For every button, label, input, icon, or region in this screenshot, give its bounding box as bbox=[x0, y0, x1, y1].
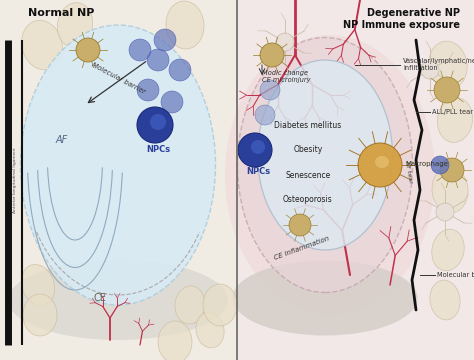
Circle shape bbox=[150, 114, 166, 130]
Circle shape bbox=[161, 91, 183, 113]
Circle shape bbox=[129, 39, 151, 61]
Ellipse shape bbox=[166, 1, 204, 49]
Text: Normal NP: Normal NP bbox=[28, 8, 94, 18]
Circle shape bbox=[276, 33, 294, 51]
Text: Osteoporosis: Osteoporosis bbox=[283, 195, 333, 204]
Circle shape bbox=[76, 38, 100, 62]
Text: AF: AF bbox=[56, 135, 68, 145]
Text: Modic change
CE microinjury: Modic change CE microinjury bbox=[262, 70, 310, 83]
Text: Degenerative NP
NP Immune exposure: Degenerative NP NP Immune exposure bbox=[343, 8, 460, 30]
Bar bbox=[237, 0, 474, 360]
Text: Obesity: Obesity bbox=[293, 145, 323, 154]
Circle shape bbox=[255, 105, 275, 125]
Ellipse shape bbox=[432, 167, 468, 213]
Circle shape bbox=[421, 61, 439, 79]
Ellipse shape bbox=[203, 284, 237, 326]
Ellipse shape bbox=[175, 286, 205, 324]
Ellipse shape bbox=[432, 229, 464, 271]
Ellipse shape bbox=[438, 98, 473, 143]
Ellipse shape bbox=[8, 260, 228, 340]
Text: Vascular/lymphatic/neural
infiltration: Vascular/lymphatic/neural infiltration bbox=[403, 58, 474, 71]
Ellipse shape bbox=[158, 321, 192, 360]
Ellipse shape bbox=[22, 20, 63, 70]
Circle shape bbox=[238, 133, 272, 167]
Circle shape bbox=[434, 77, 460, 103]
Text: ALL/PLL tear: ALL/PLL tear bbox=[432, 109, 473, 115]
Circle shape bbox=[440, 158, 464, 182]
Circle shape bbox=[431, 156, 449, 174]
Ellipse shape bbox=[20, 25, 216, 305]
Ellipse shape bbox=[196, 312, 224, 348]
Ellipse shape bbox=[375, 156, 389, 168]
Circle shape bbox=[260, 80, 280, 100]
Circle shape bbox=[147, 49, 169, 71]
Text: Molecular barrier: Molecular barrier bbox=[90, 61, 146, 95]
Circle shape bbox=[137, 107, 173, 143]
Circle shape bbox=[358, 143, 402, 187]
Ellipse shape bbox=[429, 41, 467, 89]
Ellipse shape bbox=[225, 35, 435, 315]
Ellipse shape bbox=[21, 265, 55, 306]
Circle shape bbox=[289, 214, 311, 236]
Ellipse shape bbox=[23, 294, 57, 336]
Text: Anterior longitudinal ligament: Anterior longitudinal ligament bbox=[13, 147, 17, 213]
Text: Molecular barrier failure: Molecular barrier failure bbox=[437, 272, 474, 278]
Text: Macrophage: Macrophage bbox=[405, 161, 448, 167]
Circle shape bbox=[154, 29, 176, 51]
Circle shape bbox=[251, 140, 265, 154]
Text: AF tear: AF tear bbox=[403, 160, 412, 184]
Text: CE inflammation: CE inflammation bbox=[273, 235, 330, 261]
Text: Senescence: Senescence bbox=[285, 171, 331, 180]
Ellipse shape bbox=[430, 280, 460, 320]
Circle shape bbox=[137, 79, 159, 101]
Ellipse shape bbox=[57, 3, 93, 48]
Ellipse shape bbox=[237, 37, 412, 292]
Text: CE: CE bbox=[93, 293, 107, 303]
Text: NPCs: NPCs bbox=[246, 167, 270, 176]
Circle shape bbox=[260, 43, 284, 67]
Bar bbox=[0, 0, 237, 360]
Text: Diabetes mellitus: Diabetes mellitus bbox=[274, 121, 342, 130]
Ellipse shape bbox=[233, 261, 418, 336]
Circle shape bbox=[436, 203, 454, 221]
Circle shape bbox=[169, 59, 191, 81]
Text: NPCs: NPCs bbox=[146, 145, 170, 154]
Ellipse shape bbox=[257, 60, 392, 250]
